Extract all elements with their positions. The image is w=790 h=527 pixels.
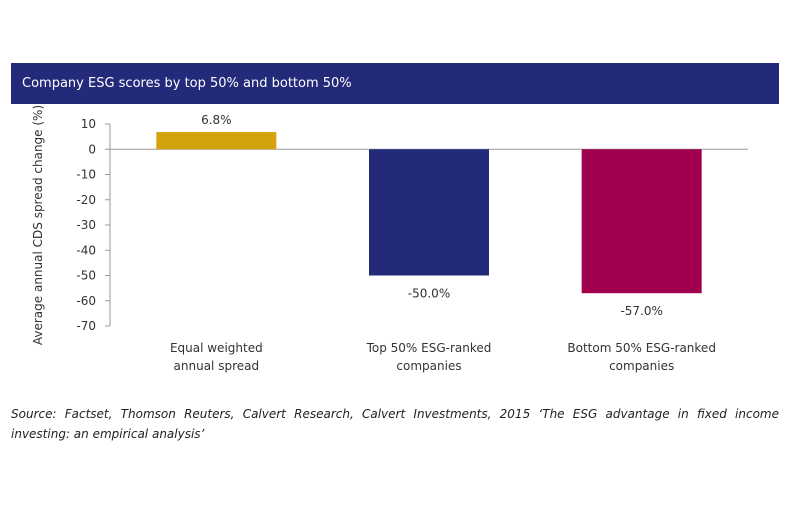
y-tick-label: -30	[76, 218, 96, 232]
y-tick-label: -10	[76, 168, 96, 182]
data-label: -50.0%	[408, 287, 450, 301]
data-label: 6.8%	[201, 113, 232, 127]
source-note: Source: Factset, Thomson Reuters, Calver…	[11, 407, 779, 441]
x-tick-label: Bottom 50% ESG-ranked	[567, 341, 716, 355]
y-tick-label: -60	[76, 294, 96, 308]
bar-chart: Average annual CDS spread change (%) 10 0 -…	[31, 105, 748, 373]
x-tick-label: Equal weighted	[170, 341, 263, 355]
bar	[369, 149, 489, 276]
data-label: -57.0%	[620, 304, 662, 318]
x-tick-label: companies	[609, 359, 674, 373]
x-tick-label: Top 50% ESG-ranked	[366, 341, 492, 355]
y-tick-label: 0	[88, 142, 96, 156]
y-tick-label: 10	[81, 117, 96, 131]
x-tick-label: companies	[396, 359, 461, 373]
chart-title: Company ESG scores by top 50% and bottom…	[22, 76, 352, 91]
chart-title-banner: Company ESG scores by top 50% and bottom…	[11, 63, 779, 104]
y-axis-label: Average annual CDS spread change (%)	[31, 105, 45, 345]
y-tick-label: -50	[76, 269, 96, 283]
y-tick-label: -20	[76, 193, 96, 207]
bar	[156, 132, 277, 150]
y-tick-label: -70	[76, 319, 96, 333]
x-tick-label: annual spread	[174, 359, 260, 373]
y-tick-label: -40	[76, 243, 96, 257]
bar	[581, 149, 702, 294]
